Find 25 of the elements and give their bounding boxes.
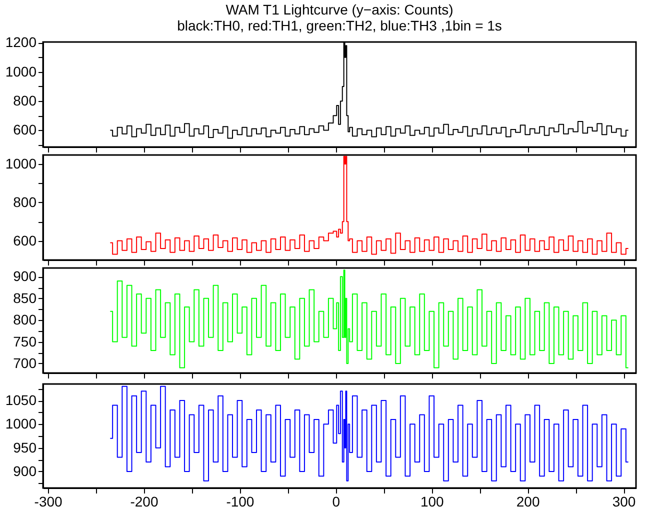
y-tick-label: 1200 — [5, 34, 37, 50]
x-tick-label: 300 — [612, 494, 636, 510]
y-tick-label: 1000 — [5, 63, 37, 80]
x-tick-label: 0 — [332, 494, 340, 510]
y-tick-label: 800 — [13, 194, 37, 210]
y-tick-label: 800 — [13, 312, 37, 328]
chart-title: WAM T1 Lightcurve (y−axis: Counts) — [226, 2, 454, 18]
x-tick-label: 100 — [420, 494, 444, 510]
y-tick-label: 1000 — [5, 416, 37, 432]
y-tick-label: 900 — [13, 462, 37, 479]
y-tick-label: 700 — [13, 354, 37, 371]
y-tick-label: 600 — [13, 232, 37, 248]
x-tick-label: -100 — [226, 494, 254, 510]
y-tick-label: 850 — [13, 290, 37, 306]
y-tick-label: 900 — [13, 268, 37, 284]
y-tick-label: 800 — [13, 92, 37, 109]
x-tick-label: 200 — [516, 494, 540, 510]
y-tick-label: 1000 — [5, 156, 37, 172]
y-tick-label: 1050 — [5, 392, 37, 408]
y-tick-label: 600 — [13, 122, 37, 138]
y-tick-label: 750 — [13, 333, 37, 350]
x-tick-label: -200 — [130, 494, 158, 510]
y-tick-label: 950 — [13, 439, 37, 456]
chart-subtitle: black:TH0, red:TH1, green:TH2, blue:TH3 ,1bin = 1s — [177, 18, 502, 34]
x-tick-label: -300 — [34, 494, 63, 510]
